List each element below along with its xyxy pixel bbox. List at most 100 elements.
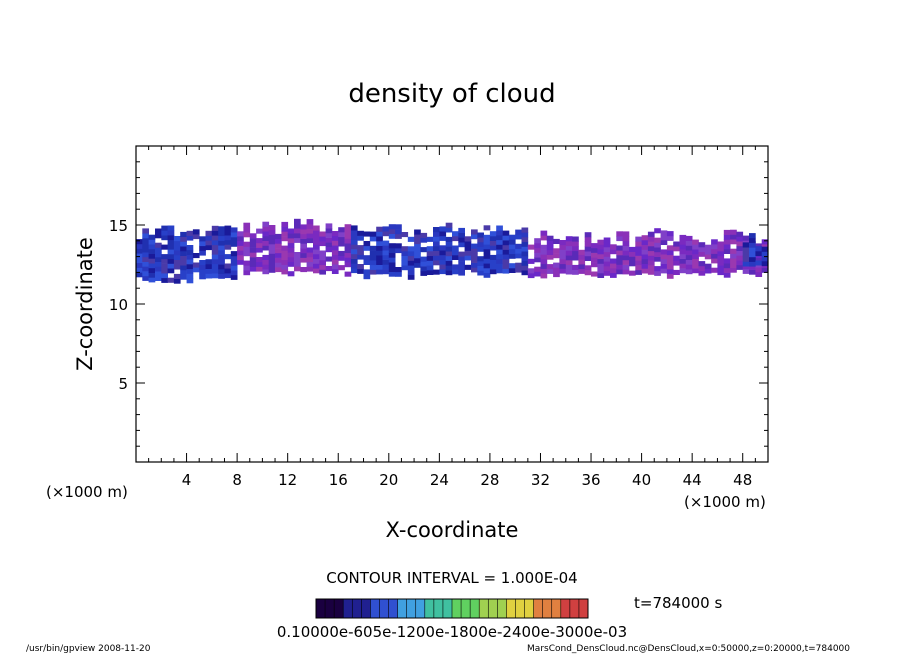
cloud-cell [407,251,415,257]
cloud-cell [679,239,687,245]
cloud-cell [300,229,307,235]
cloud-cell [382,250,390,256]
cloud-cell [142,261,149,267]
cloud-cell [287,233,295,239]
cloud-cell [534,252,541,258]
cloud-cell [262,235,270,241]
cloud-cell [319,241,326,247]
cloud-cell [755,271,763,277]
cloud-cell [161,263,168,269]
cloud-cell [414,248,421,254]
cloud-cell [521,265,529,271]
cloud-cell [313,244,320,250]
cloud-cell [142,237,149,243]
cloud-cell [641,254,649,260]
cloud-cell [654,256,661,262]
cloud-cell [218,235,225,241]
cloud-cell [489,231,497,237]
cloud-cell [749,256,756,262]
cloud-cell [629,256,636,262]
cloud-cell [199,264,206,270]
cloud-cell [647,260,655,266]
cloud-cell [281,269,289,275]
cloud-cell [679,244,687,250]
cloud-cell [452,231,459,237]
cloud-cell [685,235,693,241]
cloud-cell [155,275,162,281]
cloud-cell [161,235,168,241]
colorbar-cell [560,599,571,618]
cloud-cell [730,234,737,240]
cloud-cell [262,231,270,237]
cloud-cell [199,236,206,242]
cloud-cell [559,244,567,250]
colorbar-cell [479,599,489,618]
cloud-cell [211,263,219,269]
cloud-cell [496,249,503,255]
cloud-cell [224,239,232,245]
cloud-cell [572,255,579,261]
cloud-cell [647,269,655,275]
cloud-cell [382,226,390,232]
cloud-cell [749,233,756,239]
cloud-cell [546,254,554,260]
cloud-cell [357,249,364,255]
cloud-cell [167,268,175,274]
cloud-cell [155,266,162,272]
cloud-cell [363,255,371,261]
cloud-cell [325,237,333,243]
cloud-cell [433,269,440,275]
cloud-cell [426,246,434,252]
cloud-cell [186,254,194,260]
cloud-cell [136,239,143,245]
cloud-cell [597,244,605,250]
cloud-cell [199,260,206,266]
cloud-cell [148,263,156,269]
cloud-cell [230,232,238,238]
cloud-cell [243,232,251,238]
cloud-cell [534,266,541,272]
cloud-cell [546,235,554,241]
cloud-cell [319,250,326,256]
cloud-cell [306,233,314,239]
cloud-cell [471,243,478,249]
cloud-cell [433,245,440,251]
cloud-cell [464,250,472,256]
cloud-cell [249,252,257,258]
cloud-cell [395,243,402,249]
cloud-cell [180,265,187,271]
cloud-cell [534,243,541,249]
cloud-cell [205,245,213,251]
cloud-cell [654,247,661,253]
cloud-cell [331,240,339,246]
cloud-cell [477,246,484,252]
cloud-cell [540,244,548,250]
cloud-cell [496,254,503,260]
cloud-cell [211,259,219,265]
cloud-cell [603,242,611,248]
cloud-cell [496,239,503,245]
cloud-cell [666,269,674,275]
cloud-cell [433,236,440,242]
cloud-cell [325,247,333,253]
cloud-cell [401,232,409,238]
time-label: t=784000 s [634,594,722,612]
cloud-cell [730,229,737,235]
cloud-cell [704,244,712,250]
cloud-cell [262,226,270,232]
cloud-cell [180,231,187,237]
cloud-cell [420,270,428,276]
cloud-cell [742,235,750,241]
cloud-cell [224,225,232,231]
x-ticks: 4 8 12 16 20 24 28 32 36 40 44 48 [148,146,756,489]
cloud-cell [515,253,522,259]
cloud-cell [306,261,314,267]
cloud-cell [439,235,447,241]
cloud-cell [685,254,693,260]
cloud-cell [173,254,181,260]
x-tick-label: 36 [581,471,600,489]
cloud-cell [723,272,731,278]
cloud-cell [761,256,769,262]
cloud-cell [173,273,181,279]
colorbar-cell [343,599,353,618]
